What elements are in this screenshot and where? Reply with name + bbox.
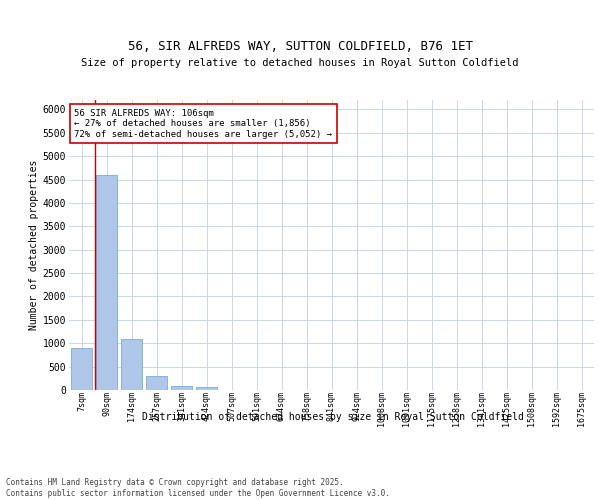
Text: Size of property relative to detached houses in Royal Sutton Coldfield: Size of property relative to detached ho…: [81, 58, 519, 68]
Text: Contains HM Land Registry data © Crown copyright and database right 2025.
Contai: Contains HM Land Registry data © Crown c…: [6, 478, 390, 498]
Bar: [171, 386, 192, 390]
Text: 56, SIR ALFREDS WAY, SUTTON COLDFIELD, B76 1ET: 56, SIR ALFREDS WAY, SUTTON COLDFIELD, B…: [128, 40, 473, 52]
Bar: [71, 348, 92, 390]
Bar: [196, 388, 217, 390]
Bar: [96, 175, 117, 390]
Bar: [121, 340, 142, 390]
Text: 56 SIR ALFREDS WAY: 106sqm
← 27% of detached houses are smaller (1,856)
72% of s: 56 SIR ALFREDS WAY: 106sqm ← 27% of deta…: [74, 108, 332, 138]
Bar: [146, 376, 167, 390]
Text: Distribution of detached houses by size in Royal Sutton Coldfield: Distribution of detached houses by size …: [142, 412, 524, 422]
Y-axis label: Number of detached properties: Number of detached properties: [29, 160, 38, 330]
